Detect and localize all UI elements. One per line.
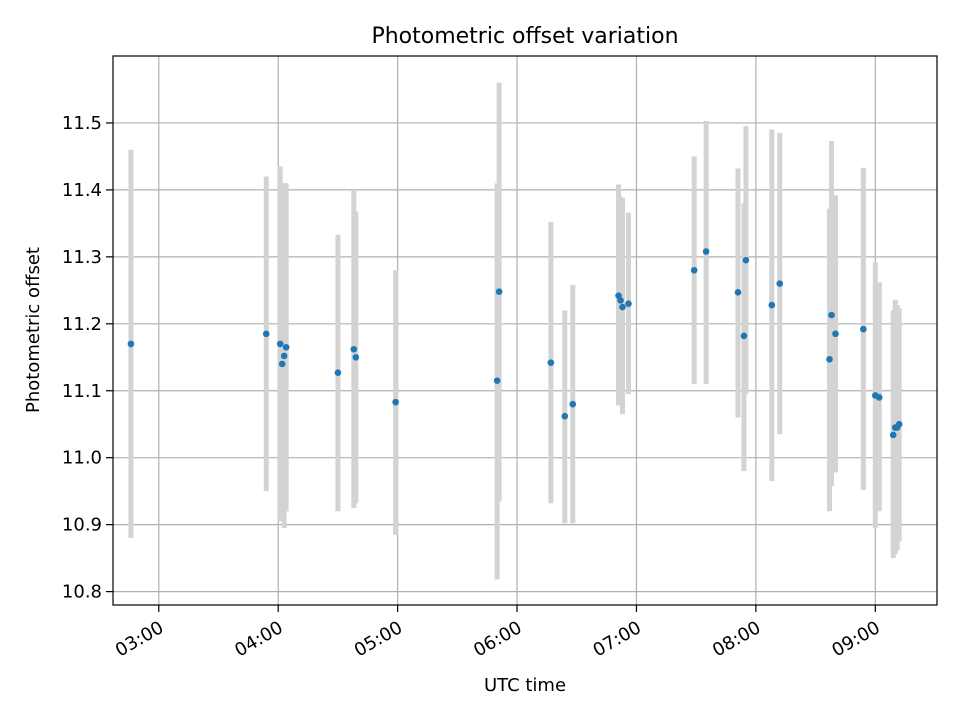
data-point	[889, 431, 897, 439]
data-point	[690, 266, 698, 274]
data-point	[282, 343, 290, 351]
data-point	[262, 330, 270, 338]
data-point	[742, 256, 750, 264]
data-point	[768, 301, 776, 309]
y-axis: 10.8 10.9 11.0 11.1 11.2 11.3 11.4 11.5	[62, 113, 113, 603]
data-points	[127, 248, 903, 439]
data-point	[832, 330, 839, 338]
data-point	[392, 398, 399, 406]
data-point	[547, 359, 555, 366]
data-point	[276, 340, 284, 348]
data-point	[776, 280, 784, 287]
data-point	[493, 377, 501, 385]
data-point	[875, 394, 883, 401]
y-tick-label: 11.3	[62, 247, 102, 268]
y-tick-label: 10.8	[62, 582, 102, 603]
data-point	[561, 412, 569, 420]
data-point	[569, 400, 577, 408]
data-point	[352, 353, 360, 361]
data-point	[895, 420, 903, 428]
data-point	[625, 300, 632, 308]
y-tick-label: 11.0	[62, 448, 102, 469]
plot-frame	[112, 55, 938, 606]
data-point	[702, 248, 710, 255]
y-tick-label: 10.9	[62, 515, 102, 536]
data-point	[350, 345, 358, 353]
y-tick-label: 11.2	[62, 314, 102, 335]
data-point	[740, 332, 748, 340]
data-point	[734, 289, 742, 296]
y-tick-label: 11.5	[62, 113, 102, 134]
data-point	[278, 360, 286, 368]
data-point	[826, 355, 833, 363]
data-point	[495, 288, 503, 295]
data-point	[617, 297, 624, 304]
y-axis-label: Photometric offset	[23, 247, 44, 413]
data-point	[334, 369, 342, 376]
grid	[113, 56, 937, 605]
data-point	[619, 303, 626, 311]
data-point	[860, 325, 867, 333]
data-point	[828, 311, 835, 319]
data-point	[280, 352, 288, 360]
data-point	[127, 340, 135, 348]
y-tick-label: 11.1	[62, 381, 102, 402]
x-axis-label: UTC time	[484, 675, 566, 696]
y-tick-label: 11.4	[62, 180, 102, 201]
chart-title: Photometric offset variation	[371, 24, 678, 49]
